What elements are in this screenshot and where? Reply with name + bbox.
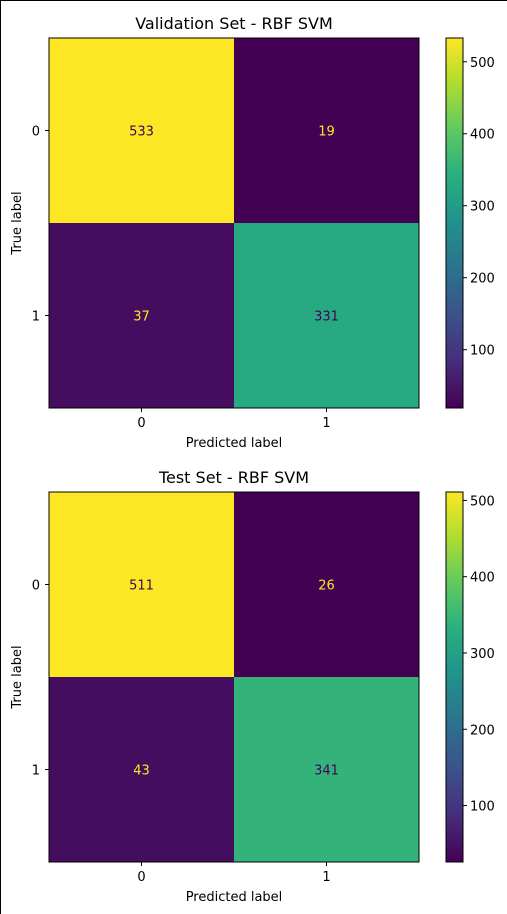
x-tick-label: 1 [322,416,330,431]
y-tick-label: 1 [32,310,40,325]
cell-value-label: 19 [318,125,335,140]
x-tick-label: 0 [137,870,145,885]
cell-value-label: 511 [129,579,154,594]
confusion-matrix-0: Validation Set - RBF SVM 533 19 37 331 0 1 0 1 Pr… [10,14,495,451]
colorbar-tick-label: 100 [470,800,495,815]
colorbar-tick-label: 300 [470,647,495,662]
colorbar-frame [445,491,464,863]
cell-value-label: 43 [133,764,150,779]
x-axis-label: Predicted label [186,436,283,451]
colorbar-tick-label: 100 [470,344,495,359]
matrix-cell [49,677,234,862]
colorbar [446,492,463,862]
y-tick-label: 0 [32,125,40,140]
matrix-cell [49,223,234,408]
colorbar-tick-label: 300 [470,200,495,215]
colorbar-tick-label: 500 [470,494,495,509]
colorbar [446,38,463,408]
y-axis-label: True label [10,645,25,709]
plot-frame [48,37,420,409]
colorbar-tick-label: 200 [470,723,495,738]
confusion-matrix-1: Test Set - RBF SVM 511 26 43 341 0 1 0 1 Predicte… [10,468,495,905]
matrix-cell [234,38,419,223]
frame-top-edge [0,0,507,1]
x-axis-label: Predicted label [186,890,283,905]
frame-left-edge [0,0,1,914]
colorbar-frame [445,37,464,409]
matrix-cell [234,677,419,862]
x-tick-label: 1 [322,870,330,885]
plot-frame [48,491,420,863]
colorbar-tick-label: 400 [470,128,495,143]
matrix-cell [234,492,419,677]
colorbar-tick-label: 500 [470,56,495,71]
colorbar-tick-label: 200 [470,272,495,287]
y-axis-label: True label [10,191,25,255]
matrix-cell [49,38,234,223]
y-tick-label: 0 [32,579,40,594]
matrix-cell [49,492,234,677]
cell-value-label: 533 [129,125,154,140]
y-tick-label: 1 [32,764,40,779]
matrix-cell [234,223,419,408]
chart-title: Test Set - RBF SVM [158,468,309,487]
chart-title: Validation Set - RBF SVM [135,14,333,33]
colorbar-tick-label: 400 [470,571,495,586]
cell-value-label: 341 [314,764,339,779]
cell-value-label: 26 [318,579,335,594]
x-tick-label: 0 [137,416,145,431]
cell-value-label: 37 [133,310,150,325]
cell-value-label: 331 [314,310,339,325]
